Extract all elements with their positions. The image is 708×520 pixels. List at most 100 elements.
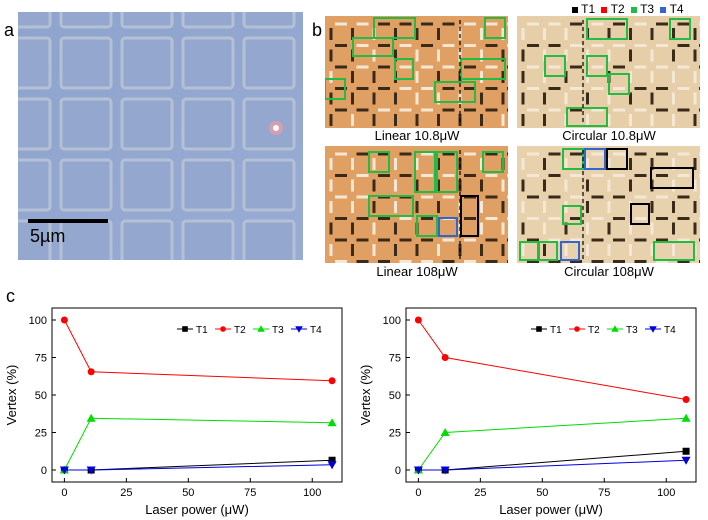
annotation-box [373,17,416,39]
data-point-t2 [682,396,690,403]
series-line-t1 [418,450,687,471]
annotation-box [394,58,414,80]
annotation-box [416,215,438,237]
y-axis-label: Vertex (%) [4,365,19,426]
y-axis-label: Vertex (%) [358,365,373,426]
panel-b-legend: T1 T2 T3 T4 [572,2,684,16]
data-point-t4 [681,456,691,465]
x-tick-label: 50 [182,487,194,499]
panel-label-c: c [6,286,15,306]
data-point-t4 [59,466,69,475]
scale-bar-label: 5µm [30,226,66,246]
x-tick-label: 100 [303,487,321,499]
data-point-t1 [682,447,690,455]
mfm-annotations-circular-108 [519,148,695,261]
legend-label-t2: T2 [610,2,625,16]
legend-swatch-t4 [660,7,667,13]
caption-circular-10-8: Circular 10.8μW [562,128,656,143]
y-tick-label: 75 [389,353,401,365]
x-axis-label: Laser power (μW) [145,502,249,517]
annotation-box [538,241,558,261]
legend-swatch-t3 [630,7,637,13]
legend-marker-t2 [220,326,226,332]
y-tick-label: 75 [35,353,47,365]
annotation-box [669,18,691,40]
y-tick-label: 50 [35,390,47,402]
annotation-box [584,148,606,170]
data-point-t3 [327,418,337,427]
vertex-chart-circular: 0 25 50 75 100 0 25 50 75 100 Laser power (μW) Vert… [358,307,697,517]
y-tick-label: 0 [41,465,47,477]
annotation-box [653,241,695,261]
caption-linear-10-8: Linear 10.8μW [374,128,460,143]
panel-label-a: a [4,20,15,40]
annotation-box [630,203,650,225]
data-point-t2 [441,354,449,361]
legend-label-t2: T2 [234,325,246,336]
data-point-t2 [60,316,68,324]
x-tick-label: 25 [474,487,486,499]
x-tick-label: 25 [120,487,132,499]
annotation-box [325,78,346,100]
y-tick-label: 100 [383,315,401,327]
annotation-box [562,205,582,225]
data-point-t2 [414,316,422,324]
y-tick-label: 50 [389,390,401,402]
data-point-t2 [87,368,95,376]
mfm-annotations-linear-108 [368,150,504,259]
legend-marker-t3 [611,325,619,332]
legend-marker-t3 [257,325,265,332]
x-tick-label: 50 [536,487,548,499]
x-axis-label: Laser power (μW) [499,502,603,517]
x-tick-label: 0 [61,487,67,499]
y-tick-label: 0 [395,465,401,477]
mfm-annotations-circular-10-8 [544,18,691,127]
annotation-box [460,58,506,80]
legend-label-t1: T1 [196,325,208,336]
data-point-t4 [413,466,423,475]
annotation-box [650,167,694,189]
data-point-t4 [440,466,450,475]
annotation-box [586,55,608,77]
legend-marker-t4 [295,326,303,333]
data-point-t1 [328,456,336,464]
annotation-box [368,151,390,173]
annotation-box [368,195,414,217]
legend-label-t3: T3 [626,325,638,336]
x-tick-label: 0 [415,487,421,499]
legend-marker-t2 [574,326,580,332]
annotation-box [482,151,504,173]
annotation-box [608,73,630,95]
legend-label-t4: T4 [310,325,322,336]
y-tick-label: 25 [389,428,401,440]
annotation-box [352,37,394,57]
annotation-box [560,241,580,261]
caption-circular-108: Circular 108μW [564,264,654,279]
legend-label-t1: T1 [550,325,562,336]
annotation-box [484,17,506,39]
mfm-annotations-linear-10-8 [325,17,506,124]
legend-label-t1: T1 [581,2,596,16]
caption-linear-108: Linear 108μW [376,264,458,279]
annotation-box [566,107,608,127]
annotation-box [414,151,436,193]
annotation-box [562,148,584,170]
legend-label-t3: T3 [272,325,284,336]
x-tick-label: 100 [657,487,675,499]
data-point-t3 [440,428,450,436]
legend-marker-t1 [182,326,188,332]
data-point-t2 [328,377,336,385]
annotation-box [436,151,458,193]
panel-label-b: b [312,20,323,40]
vertex-chart-linear: 0 25 50 75 100 0 25 50 75 100 Laser power (μW) Vert… [4,307,343,517]
x-tick-label: 75 [244,487,256,499]
y-tick-label: 100 [29,315,47,327]
legend-marker-t1 [536,326,542,332]
annotation-box [460,195,479,237]
annotation-box [434,81,476,103]
annotation-box [586,18,628,40]
optical-micrograph [0,0,357,334]
data-point-t3 [681,413,691,422]
y-tick-label: 25 [35,428,47,440]
legend-label-t2: T2 [588,325,600,336]
